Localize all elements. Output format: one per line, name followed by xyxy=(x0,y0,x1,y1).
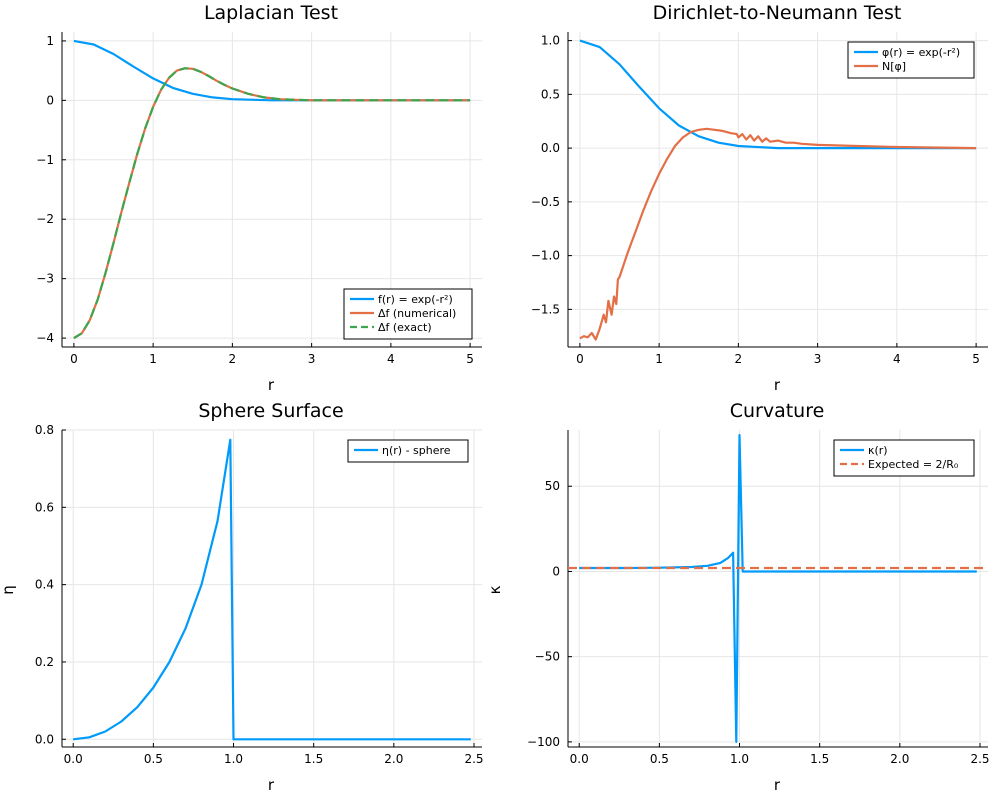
x-tick-label: 1.0 xyxy=(224,752,243,766)
y-tick-label: −3 xyxy=(36,272,54,286)
y-tick-label: 1.0 xyxy=(541,34,560,48)
legend: η(r) - sphere xyxy=(347,439,469,463)
x-axis-label: r xyxy=(268,776,275,794)
x-tick-label: 0.5 xyxy=(144,752,163,766)
x-tick-label: 1 xyxy=(149,352,157,366)
x-tick-label: 0 xyxy=(576,352,584,366)
series-line-0 xyxy=(73,39,471,102)
series-line-0 xyxy=(73,438,471,741)
y-tick-label: 0 xyxy=(46,93,54,107)
y-tick-label: 0.6 xyxy=(35,500,54,514)
legend-label: Expected = 2/R₀ xyxy=(868,458,959,471)
chart-title: Curvature xyxy=(730,400,825,422)
series-line-1 xyxy=(579,127,977,341)
x-tick-label: 2.0 xyxy=(890,752,909,766)
legend-label: Δf (exact) xyxy=(378,321,432,334)
x-tick-label: 2.5 xyxy=(970,752,989,766)
x-tick-label: 5 xyxy=(972,352,980,366)
x-axis-label: r xyxy=(774,376,781,394)
legend: κ(r)Expected = 2/R₀ xyxy=(833,439,975,477)
chart-title: Laplacian Test xyxy=(204,2,338,24)
x-tick-label: 3 xyxy=(814,352,822,366)
y-axis-label: κ xyxy=(486,585,504,594)
y-tick-label: −1.5 xyxy=(531,302,560,316)
x-tick-label: 0.5 xyxy=(650,752,669,766)
x-tick-label: 2.0 xyxy=(384,752,403,766)
legend: φ(r) = exp(-r²)N[φ] xyxy=(847,41,975,79)
series-line-2 xyxy=(73,67,471,340)
legend-label: Δf (numerical) xyxy=(378,307,456,320)
series-line-0 xyxy=(579,434,977,744)
legend-label: φ(r) = exp(-r²) xyxy=(882,46,960,59)
x-tick-label: 4 xyxy=(893,352,901,366)
x-tick-label: 0.0 xyxy=(570,752,589,766)
y-axis-label: η xyxy=(0,585,17,595)
panel-sphere-surface: Sphere Surface r η 0.0 0.5 1.0 1.5 2.0 2.5 0.0… xyxy=(0,400,484,794)
y-tick-label: −50 xyxy=(535,650,560,664)
legend-box xyxy=(847,41,975,79)
y-tick-label: −1 xyxy=(36,153,54,167)
x-tick-label: 1.0 xyxy=(730,752,749,766)
x-tick-label: 0.0 xyxy=(64,752,83,766)
x-tick-label: 1.5 xyxy=(304,752,323,766)
x-tick-label: 3 xyxy=(308,352,316,366)
x-tick-label: 1 xyxy=(655,352,663,366)
panel-dirichlet-to-neumann-test: Dirichlet-to-Neumann Test r 0 1 2 3 4 5 −1.5 −1… xyxy=(531,2,988,394)
y-tick-label: −100 xyxy=(527,735,560,749)
y-tick-label: −1.0 xyxy=(531,249,560,263)
y-tick-label: 0.5 xyxy=(541,87,560,101)
series-line-0 xyxy=(579,39,977,150)
y-tick-label: 0.8 xyxy=(35,423,54,437)
y-tick-label: 0 xyxy=(552,564,560,578)
x-tick-label: 4 xyxy=(387,352,395,366)
x-tick-label: 1.5 xyxy=(810,752,829,766)
y-tick-label: −4 xyxy=(36,331,54,345)
y-tick-label: 0.2 xyxy=(35,655,54,669)
y-tick-label: 0.0 xyxy=(541,141,560,155)
x-axis-label: r xyxy=(774,776,781,794)
x-axis-label: r xyxy=(268,376,275,394)
panel-curvature: Curvature r κ 0.0 0.5 1.0 1.5 2.0 2.5 −100 −50 0… xyxy=(486,400,990,794)
y-tick-label: 50 xyxy=(545,479,560,493)
y-tick-label: −0.5 xyxy=(531,195,560,209)
legend-label: N[φ] xyxy=(882,60,906,73)
chart-title: Sphere Surface xyxy=(198,400,343,422)
x-tick-label: 2 xyxy=(229,352,237,366)
panel-laplacian-test: Laplacian Test r 0 1 2 3 4 5 −4 −3 −2 −1 0 1 f(r) = … xyxy=(36,2,482,394)
legend: f(r) = exp(-r²)Δf (numerical)Δf (exact) xyxy=(343,288,473,340)
x-tick-label: 0 xyxy=(70,352,78,366)
y-tick-label: −2 xyxy=(36,212,54,226)
x-tick-label: 5 xyxy=(466,352,474,366)
legend-box xyxy=(343,288,473,340)
legend-box xyxy=(833,439,975,477)
legend-box xyxy=(347,439,469,463)
y-tick-label: 0.4 xyxy=(35,578,54,592)
x-tick-label: 2 xyxy=(735,352,743,366)
chart-title: Dirichlet-to-Neumann Test xyxy=(653,2,902,24)
y-tick-label: 1 xyxy=(46,34,54,48)
y-tick-label: 0.0 xyxy=(35,732,54,746)
legend-label: η(r) - sphere xyxy=(382,444,451,457)
x-tick-label: 2.5 xyxy=(464,752,483,766)
legend-label: f(r) = exp(-r²) xyxy=(378,293,453,306)
legend-label: κ(r) xyxy=(868,444,888,457)
